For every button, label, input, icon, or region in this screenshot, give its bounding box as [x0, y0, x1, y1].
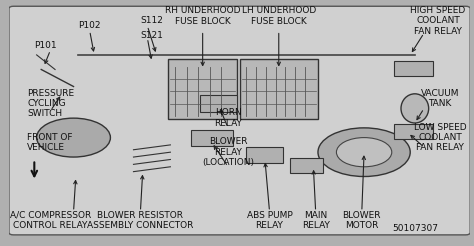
Text: BLOWER
RELAY
(LOCATION): BLOWER RELAY (LOCATION): [202, 137, 254, 167]
Ellipse shape: [401, 94, 428, 123]
Circle shape: [318, 128, 410, 177]
Text: MAIN
RELAY: MAIN RELAY: [302, 211, 329, 230]
FancyBboxPatch shape: [201, 95, 237, 112]
FancyBboxPatch shape: [394, 61, 433, 76]
Text: RH UNDERHOOD
FUSE BLOCK: RH UNDERHOOD FUSE BLOCK: [165, 6, 240, 26]
Text: S121: S121: [140, 31, 163, 40]
FancyBboxPatch shape: [191, 130, 233, 146]
Text: LH UNDERHOOD
FUSE BLOCK: LH UNDERHOOD FUSE BLOCK: [242, 6, 316, 26]
Text: LOW SPEED
COOLANT
FAN RELAY: LOW SPEED COOLANT FAN RELAY: [414, 123, 466, 153]
Text: PRESSURE
CYCLING
SWITCH: PRESSURE CYCLING SWITCH: [27, 89, 74, 118]
Text: BLOWER RESISTOR
ASSEMBLY CONNECTOR: BLOWER RESISTOR ASSEMBLY CONNECTOR: [87, 211, 193, 230]
FancyBboxPatch shape: [239, 59, 318, 119]
FancyBboxPatch shape: [290, 158, 323, 173]
Text: P102: P102: [78, 21, 101, 30]
Text: ABS PUMP
RELAY: ABS PUMP RELAY: [246, 211, 292, 230]
FancyBboxPatch shape: [246, 147, 283, 163]
Text: S112: S112: [140, 16, 163, 25]
Text: BLOWER
MOTOR: BLOWER MOTOR: [343, 211, 381, 230]
FancyBboxPatch shape: [9, 6, 470, 235]
Circle shape: [337, 138, 392, 167]
Text: A/C COMPRESSOR
CONTROL RELAY: A/C COMPRESSOR CONTROL RELAY: [10, 211, 91, 230]
Text: VACUUM
TANK: VACUUM TANK: [421, 89, 459, 108]
FancyBboxPatch shape: [394, 124, 433, 139]
Text: 50107307: 50107307: [392, 224, 438, 233]
Text: HIGH SPEED
COOLANT
FAN RELAY: HIGH SPEED COOLANT FAN RELAY: [410, 6, 465, 36]
FancyBboxPatch shape: [168, 59, 237, 119]
Text: P101: P101: [34, 41, 57, 50]
Text: HORN
RELAY: HORN RELAY: [214, 108, 242, 128]
Circle shape: [36, 118, 110, 157]
Text: FRONT OF
VEHICLE: FRONT OF VEHICLE: [27, 133, 73, 152]
